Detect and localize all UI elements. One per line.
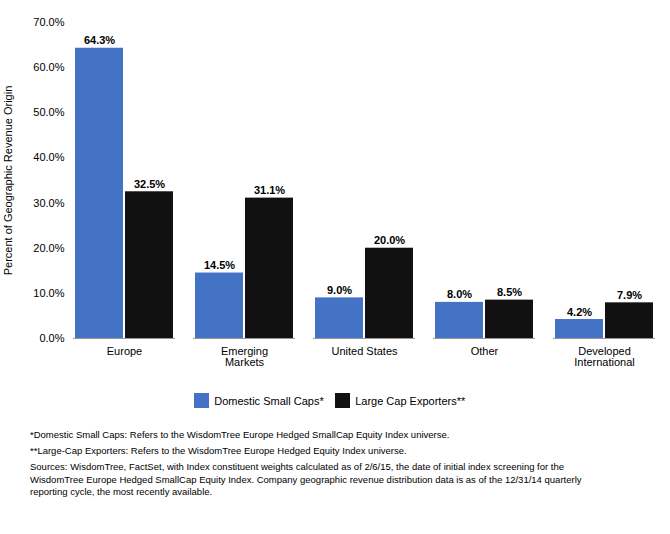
svg-text:United States: United States [331,345,398,357]
svg-text:0.0%: 0.0% [39,332,64,344]
html-text:Sources: WisdomTree, FactSet,: Sources: WisdomTree, FactSet, with Index… [30,461,582,497]
svg-text:Europe: Europe [107,345,142,357]
svg-text:30.0%: 30.0% [33,197,64,209]
html-text:**Large-Cap Exporters: Refers: **Large-Cap Exporters: Refers to the Wis… [30,444,407,456]
svg-text:Other: Other [471,345,499,357]
svg-text:31.1%: 31.1% [254,184,285,196]
svg-text:60.0%: 60.0% [33,61,64,73]
svg-text:40.0%: 40.0% [33,151,64,163]
svg-text:9.0%: 9.0% [327,284,352,296]
svg-text:4.2%: 4.2% [567,306,592,318]
svg-text:32.5%: 32.5% [134,178,165,190]
html-text:*Domestic Small Caps: Refers t: *Domestic Small Caps: Refers to the Wisd… [30,428,450,440]
svg-text:EmergingMarkets: EmergingMarkets [221,345,268,368]
html-text:Large Cap Exporters**: Large Cap Exporters** [355,394,466,407]
svg-text:DevelopedInternational: DevelopedInternational [574,345,635,368]
svg-text:8.5%: 8.5% [497,286,522,298]
svg-text:20.0%: 20.0% [374,234,405,246]
svg-text:8.0%: 8.0% [447,288,472,300]
html-text:Domestic Small Caps*: Domestic Small Caps* [214,394,324,407]
svg-text:64.3%: 64.3% [84,34,115,46]
svg-text:20.0%: 20.0% [33,242,64,254]
svg-text:Percent of Geographic Revenue: Percent of Geographic Revenue Origin [2,86,14,276]
svg-text:7.9%: 7.9% [617,289,642,301]
svg-text:10.0%: 10.0% [33,287,64,299]
svg-text:70.0%: 70.0% [33,16,64,28]
svg-text:14.5%: 14.5% [204,259,235,271]
svg-text:50.0%: 50.0% [33,106,64,118]
